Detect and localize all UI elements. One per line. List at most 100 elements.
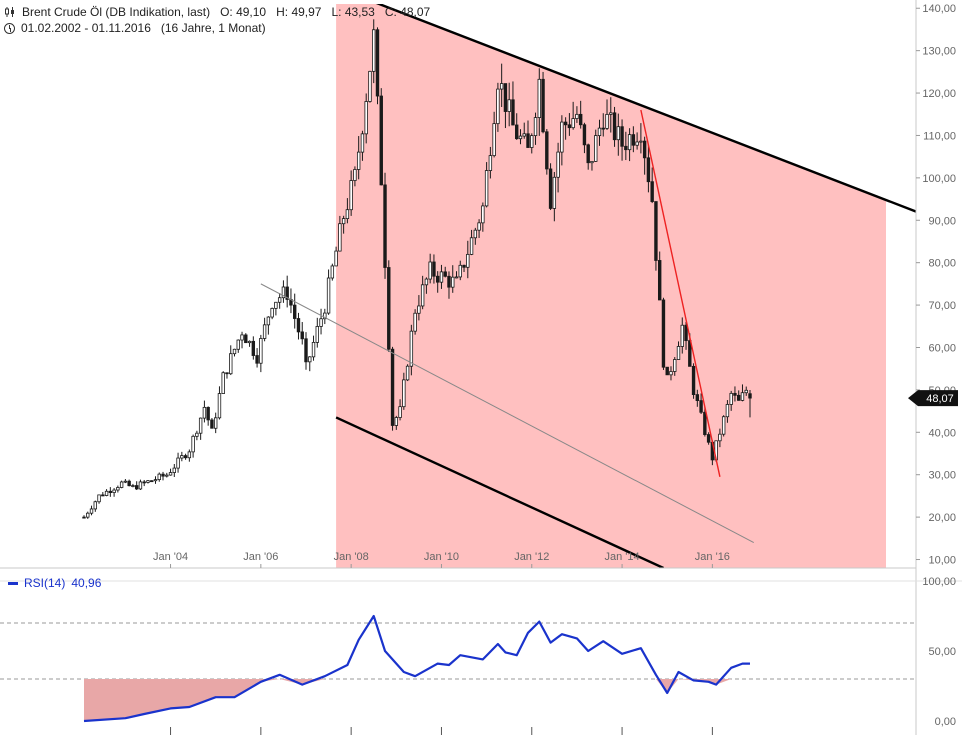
candle-body	[533, 117, 538, 137]
candle-body	[176, 457, 180, 469]
candle-body	[304, 338, 308, 363]
candle-body	[458, 264, 462, 278]
candle-body	[138, 481, 143, 490]
candle-body	[165, 474, 169, 477]
candle-body	[477, 222, 481, 231]
candle-body	[691, 365, 696, 396]
candle-body	[112, 489, 116, 493]
x-tick-label: Jan '10	[424, 551, 459, 563]
x-tick-label: Jan '14	[604, 551, 639, 563]
channel-mask-top	[336, 4, 886, 200]
candle-body	[443, 271, 447, 277]
candle-body	[236, 339, 240, 350]
candle-body	[537, 78, 541, 118]
range-duration: (16 Jahre, 1 Monat)	[160, 21, 266, 35]
candle-body	[646, 157, 651, 183]
candle-body	[428, 261, 432, 280]
candle-body	[308, 356, 312, 363]
candle-body	[251, 340, 256, 356]
candle-body	[507, 99, 511, 112]
candle-body	[293, 304, 297, 319]
price-y-tick-label: 20,00	[928, 512, 956, 524]
candle-body	[609, 112, 613, 115]
clock-icon	[4, 22, 15, 34]
price-y-tick-label: 80,00	[928, 258, 956, 270]
low-value: L: 43,53	[331, 5, 375, 19]
candle-body	[150, 480, 154, 483]
candle-body	[213, 417, 218, 429]
candle-body	[492, 123, 496, 157]
candle-body	[703, 411, 707, 435]
candle-body	[616, 126, 621, 141]
last-price-tag-label: 48,07	[926, 393, 954, 405]
mid-trend-line	[260, 283, 754, 543]
candle-body	[142, 481, 146, 484]
candle-body	[82, 516, 86, 519]
rsi-legend-value: 40,96	[71, 576, 102, 590]
candle-body	[360, 133, 365, 153]
candle-body	[311, 341, 316, 358]
candle-body	[334, 250, 338, 267]
candle-body	[247, 340, 252, 344]
rsi-legend-label: RSI(14)	[24, 576, 66, 590]
candle-body	[104, 490, 109, 496]
header-row-instrument: Brent Crude Öl (DB Indikation, last) O: …	[4, 4, 430, 20]
candle-body	[296, 318, 301, 333]
rsi-legend-swatch	[8, 581, 18, 585]
price-y-tick-label: 130,00	[922, 46, 956, 58]
candle-body	[432, 261, 436, 277]
candle-body	[462, 264, 466, 268]
x-tick-label: Jan '08	[334, 551, 369, 563]
rsi-line	[83, 614, 751, 723]
candle-body	[97, 494, 101, 503]
price-y-tick-label: 40,00	[928, 427, 956, 439]
candle-body	[86, 512, 90, 518]
candle-body	[578, 113, 583, 126]
x-tick-label: Jan '06	[243, 551, 278, 563]
candle-body	[560, 121, 564, 153]
candle-body	[435, 275, 440, 283]
candle-body	[627, 134, 632, 151]
candle-body	[326, 277, 331, 314]
candle-body	[503, 83, 508, 112]
candle-body	[356, 151, 361, 170]
candle-body	[191, 435, 195, 453]
candlestick-icon	[5, 7, 14, 17]
candle-body	[721, 416, 726, 435]
candle-body	[262, 324, 267, 339]
last-price-tag-shape	[908, 390, 958, 407]
candle-body	[571, 118, 575, 129]
candle-body	[232, 348, 237, 355]
channel-lower-line	[335, 416, 664, 568]
candle-body	[229, 353, 233, 375]
candle-body	[657, 260, 662, 301]
candle-body	[198, 417, 203, 434]
candle-body	[733, 392, 737, 396]
candle-body	[511, 99, 515, 126]
channel-upper-line	[375, 4, 916, 213]
candle-body	[688, 340, 692, 367]
candle-body	[127, 480, 131, 487]
candle-body	[300, 331, 304, 340]
candle-body	[451, 276, 455, 288]
candle-body	[202, 406, 207, 419]
candle-body	[650, 181, 654, 202]
candle-body	[315, 326, 319, 343]
candle-body	[341, 218, 346, 225]
candle-body	[123, 480, 128, 483]
price-y-tick-label: 60,00	[928, 342, 956, 354]
candle-body	[424, 278, 429, 286]
candle-body	[372, 29, 376, 72]
candle-body	[673, 359, 677, 372]
candle-body	[266, 316, 271, 326]
candle-body	[469, 237, 474, 255]
candle-body	[146, 480, 150, 483]
candle-body	[594, 135, 598, 162]
channel-shading	[336, 4, 886, 568]
candle-body	[654, 201, 658, 261]
candle-body	[639, 140, 643, 143]
candle-body	[375, 29, 380, 97]
candle-body	[522, 133, 526, 137]
candle-body	[706, 434, 711, 443]
